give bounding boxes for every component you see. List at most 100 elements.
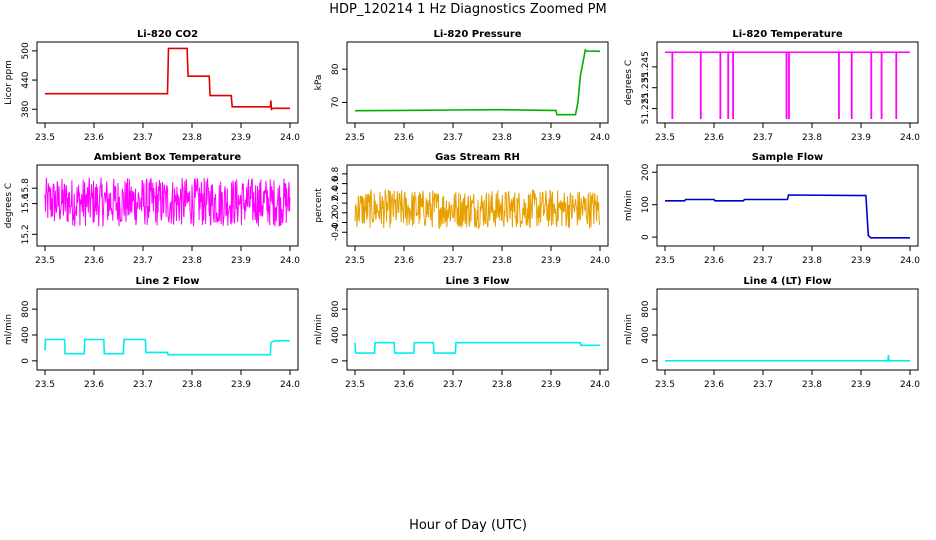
- y-axis-label: ml/min: [624, 314, 634, 345]
- y-tick-label: 80: [331, 63, 341, 75]
- y-tick-label: 200: [641, 163, 651, 180]
- y-tick-label: 400: [641, 326, 651, 343]
- x-tick-label: 23.7: [443, 256, 463, 266]
- y-axis-label: ml/min: [4, 314, 14, 345]
- x-tick-label: 24.0: [590, 256, 610, 266]
- y-tick-label: 0: [331, 358, 341, 364]
- x-tick-label: 23.6: [704, 133, 724, 143]
- x-tick-label: 23.8: [802, 133, 822, 143]
- plot-frame: [346, 41, 609, 124]
- x-tick-label: 23.5: [345, 256, 365, 266]
- x-tick-label: 23.6: [394, 256, 414, 266]
- series-line: [665, 354, 910, 362]
- y-tick-label: 51.235: [641, 72, 651, 104]
- plot-frame: [656, 41, 919, 124]
- chart-title: Sample Flow: [752, 152, 824, 163]
- chart-title: Ambient Box Temperature: [94, 152, 241, 163]
- x-tick-label: 24.0: [280, 380, 300, 390]
- chart-panel-7: Line 2 Flow 23.5 23.6 23.7 23.8 23.9 24.0 0 400 8…: [4, 276, 300, 390]
- y-tick-label: 0.2: [331, 196, 341, 210]
- x-tick-label: 23.9: [541, 256, 561, 266]
- y-tick-label: 0: [641, 234, 651, 240]
- y-axis-label: kPa: [314, 75, 324, 91]
- x-tick-label: 23.5: [655, 380, 675, 390]
- chart-panel-4: Ambient Box Temperature 23.5 23.6 23.7 23.8 2…: [4, 152, 300, 266]
- chart-panel-8: Line 3 Flow 23.5 23.6 23.7 23.8 23.9 24.0 0 400 8…: [314, 276, 610, 390]
- x-tick-label: 23.5: [345, 380, 365, 390]
- y-tick-label: 400: [331, 326, 341, 343]
- y-tick-label: -0.4: [331, 223, 341, 241]
- x-tick-label: 23.5: [655, 133, 675, 143]
- x-axis-title: Hour of Day (UTC): [409, 518, 527, 533]
- chart-title: Gas Stream RH: [435, 152, 520, 163]
- y-tick-label: 0.8: [331, 166, 341, 181]
- series-line: [354, 341, 600, 354]
- series-line: [354, 189, 601, 230]
- y-tick-label: 440: [21, 71, 31, 88]
- x-tick-label: 23.8: [492, 133, 512, 143]
- x-tick-label: 23.8: [802, 256, 822, 266]
- chart-title: Li-820 Pressure: [433, 29, 521, 40]
- plot-frame: [346, 164, 609, 247]
- x-tick-label: 23.7: [753, 133, 773, 143]
- x-tick-label: 24.0: [280, 256, 300, 266]
- x-tick-label: 23.5: [345, 133, 365, 143]
- y-tick-label: 0: [21, 358, 31, 364]
- x-tick-label: 23.9: [851, 380, 871, 390]
- x-tick-label: 24.0: [900, 380, 920, 390]
- plot-frame: [656, 288, 919, 371]
- y-tick-label: 800: [641, 300, 651, 317]
- x-tick-label: 23.5: [35, 380, 55, 390]
- x-tick-label: 23.6: [394, 380, 414, 390]
- x-tick-label: 23.8: [182, 256, 202, 266]
- y-tick-label: 0.4: [331, 186, 341, 201]
- x-tick-label: 23.7: [133, 133, 153, 143]
- x-tick-label: 23.5: [655, 256, 675, 266]
- x-tick-label: 23.7: [133, 256, 153, 266]
- x-tick-label: 23.6: [704, 380, 724, 390]
- plot-frame: [346, 288, 609, 371]
- x-tick-label: 23.7: [133, 380, 153, 390]
- x-tick-label: 23.8: [492, 256, 512, 266]
- x-tick-label: 23.8: [802, 380, 822, 390]
- x-tick-label: 23.5: [35, 133, 55, 143]
- y-tick-label: 0: [331, 210, 341, 216]
- plot-frame: [36, 164, 299, 247]
- plot-frame: [36, 41, 299, 124]
- y-axis-label: degrees C: [624, 60, 634, 105]
- y-axis-label: ml/min: [314, 314, 324, 345]
- x-tick-label: 23.7: [443, 133, 463, 143]
- x-tick-label: 23.6: [394, 133, 414, 143]
- y-tick-label: 100: [641, 196, 651, 213]
- x-tick-label: 23.9: [541, 133, 561, 143]
- y-tick-label: 0.6: [331, 176, 341, 191]
- x-tick-label: 23.9: [851, 256, 871, 266]
- x-tick-label: 23.9: [231, 133, 251, 143]
- series-line: [665, 194, 910, 239]
- series-line: [44, 177, 291, 227]
- y-axis-label: ml/min: [624, 190, 634, 221]
- y-tick-label: 400: [21, 326, 31, 343]
- x-tick-label: 23.6: [84, 256, 104, 266]
- y-tick-label: 0: [641, 358, 651, 364]
- x-tick-label: 23.6: [84, 380, 104, 390]
- y-axis-label: Licor ppm: [4, 60, 14, 105]
- x-tick-label: 23.8: [182, 133, 202, 143]
- y-tick-label: 500: [21, 42, 31, 59]
- x-tick-label: 23.5: [35, 256, 55, 266]
- y-tick-label: 380: [21, 100, 31, 117]
- x-tick-label: 24.0: [900, 256, 920, 266]
- chart-panel-5: Gas Stream RH 23.5 23.6 23.7 23.8 23.9 24.0 -0.…: [314, 152, 610, 266]
- plot-frame: [656, 164, 919, 247]
- series-line: [45, 47, 290, 111]
- x-tick-label: 24.0: [590, 380, 610, 390]
- plot-frame: [36, 288, 299, 371]
- chart-title: Line 3 Flow: [446, 276, 510, 287]
- x-tick-label: 24.0: [280, 133, 300, 143]
- y-tick-label: 70: [331, 96, 341, 108]
- x-tick-label: 23.7: [753, 380, 773, 390]
- y-axis-label: degrees C: [4, 183, 14, 228]
- y-axis-label: percent: [314, 188, 324, 223]
- x-tick-label: 23.7: [443, 380, 463, 390]
